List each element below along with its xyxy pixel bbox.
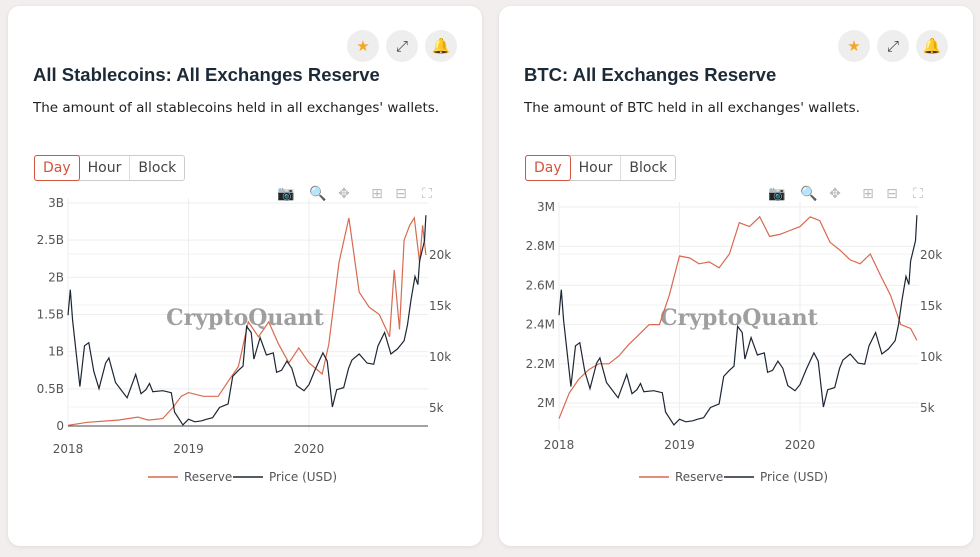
chart-plot[interactable]: 2018 2019 2020 2M 2.2M 2.4M 2.6M 2.8M 3M 5k 10k 15k… <box>499 6 973 546</box>
watermark-logo: CryptoQuant <box>660 305 819 331</box>
y-tick-label: 0 <box>56 419 64 433</box>
camera-icon[interactable]: 📷 <box>277 186 294 202</box>
y-tick-label: 2.6M <box>526 278 555 292</box>
x-tick-label: 2018 <box>53 442 84 456</box>
tab-block[interactable]: Block <box>138 160 177 176</box>
y2-tick-label: 10k <box>429 350 451 364</box>
price-line <box>67 215 427 426</box>
y2-tick-label: 20k <box>429 248 451 262</box>
y-tick-label: 0.5B <box>37 382 64 396</box>
star-button[interactable]: ★ <box>347 30 379 62</box>
y-tick-label: 2B <box>48 270 64 284</box>
zoom-icon[interactable]: 🔍 <box>309 184 326 202</box>
autoscale-icon[interactable]: ⛶ <box>422 186 432 202</box>
chart-plot[interactable]: 2018 2019 2020 0 0.5B 1B 1.5B 2B 2.5B 3B 5k 10k 15k 2… <box>8 6 482 546</box>
tab-block[interactable]: Block <box>629 160 668 176</box>
chart-description: The amount of all stablecoins held in al… <box>33 100 440 116</box>
y2-tick-label: 15k <box>920 299 942 313</box>
bell-icon: 🔔 <box>922 37 942 55</box>
bell-button[interactable]: 🔔 <box>916 30 948 62</box>
legend-label: Price (USD) <box>760 470 828 484</box>
interval-selector: Day Hour Block <box>525 155 677 181</box>
y-tick-label: 2M <box>537 396 555 410</box>
y-tick-label: 3M <box>537 200 555 214</box>
tab-hour[interactable]: Hour <box>571 156 622 180</box>
y2-tick-label: 5k <box>920 401 935 415</box>
chart-description: The amount of BTC held in all exchanges'… <box>524 100 860 116</box>
chart-card: ★ ⤢ 🔔 All Stablecoins: All Exchanges Reserv… <box>8 6 482 546</box>
price-line <box>558 215 918 426</box>
star-icon: ★ <box>356 37 370 55</box>
chart-title: BTC: All Exchanges Reserve <box>524 64 777 85</box>
tab-day[interactable]: Day <box>525 155 571 181</box>
bell-button[interactable]: 🔔 <box>425 30 457 62</box>
zoom-icon[interactable]: 🔍 <box>800 184 817 202</box>
expand-icon: ⤢ <box>886 37 899 55</box>
bell-icon: 🔔 <box>431 37 451 55</box>
camera-icon[interactable]: 📷 <box>768 186 785 202</box>
interval-selector: Day Hour Block <box>34 155 186 181</box>
y2-tick-label: 10k <box>920 350 942 364</box>
expand-button[interactable]: ⤢ <box>386 30 418 62</box>
expand-button[interactable]: ⤢ <box>877 30 909 62</box>
pan-icon[interactable]: ✥ <box>338 186 350 202</box>
y-tick-label: 2.5B <box>37 233 64 247</box>
expand-icon: ⤢ <box>395 37 408 55</box>
zoom-in-icon[interactable]: ⊞ <box>862 186 874 202</box>
zoom-out-icon[interactable]: ⊟ <box>395 186 407 202</box>
x-tick-label: 2019 <box>173 442 204 456</box>
y-tick-label: 1.5B <box>37 308 64 322</box>
tab-day[interactable]: Day <box>34 155 80 181</box>
y-tick-label: 3B <box>48 196 64 210</box>
y-tick-label: 1B <box>48 345 64 359</box>
x-tick-label: 2019 <box>664 438 695 452</box>
zoom-in-icon[interactable]: ⊞ <box>371 186 383 202</box>
star-button[interactable]: ★ <box>838 30 870 62</box>
tab-hour[interactable]: Hour <box>80 156 131 180</box>
reserve-line <box>67 216 427 426</box>
watermark-logo: CryptoQuant <box>166 305 325 331</box>
autoscale-icon[interactable]: ⛶ <box>913 186 923 202</box>
pan-icon[interactable]: ✥ <box>829 186 841 202</box>
star-icon: ★ <box>847 37 861 55</box>
y2-tick-label: 15k <box>429 299 451 313</box>
y-tick-label: 2.2M <box>526 357 555 371</box>
zoom-out-icon[interactable]: ⊟ <box>886 186 898 202</box>
y2-tick-label: 5k <box>429 401 444 415</box>
legend-label: Price (USD) <box>269 470 337 484</box>
legend-label: Reserve <box>675 470 723 484</box>
chart-title: All Stablecoins: All Exchanges Reserve <box>33 64 380 85</box>
x-tick-label: 2020 <box>294 442 325 456</box>
chart-card: ★ ⤢ 🔔 BTC: All Exchanges Reserve The amount … <box>499 6 973 546</box>
y-tick-label: 2.4M <box>526 318 555 332</box>
x-tick-label: 2020 <box>785 438 816 452</box>
y2-tick-label: 20k <box>920 248 942 262</box>
y-tick-label: 2.8M <box>526 239 555 253</box>
legend-label: Reserve <box>184 470 232 484</box>
reserve-line <box>558 215 918 419</box>
x-tick-label: 2018 <box>544 438 575 452</box>
